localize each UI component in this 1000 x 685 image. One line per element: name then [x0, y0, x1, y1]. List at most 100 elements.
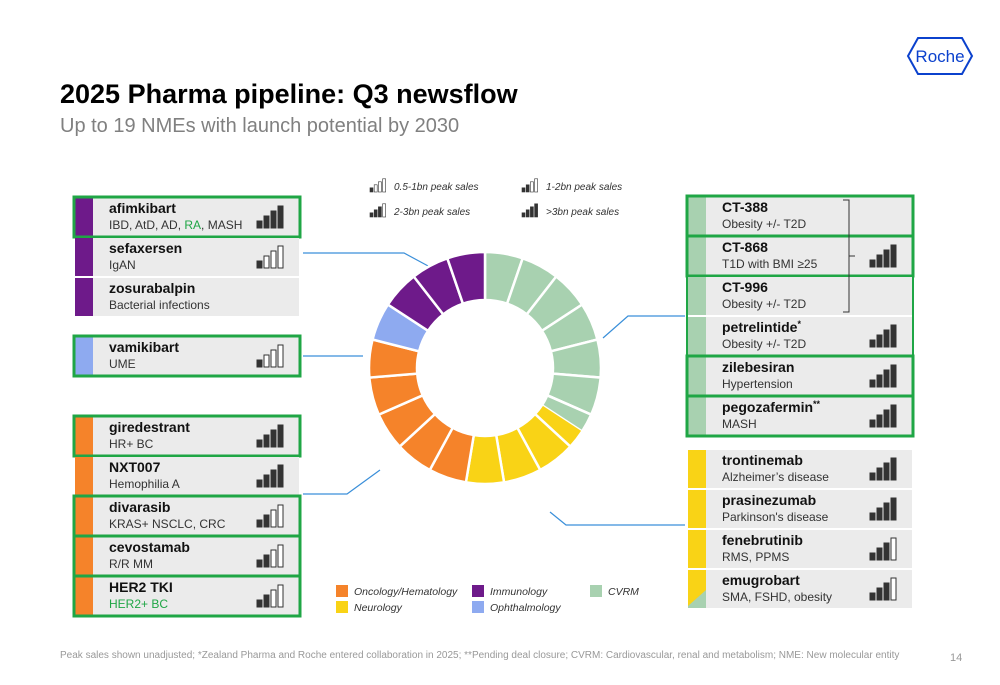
sales-icon	[869, 457, 897, 481]
sales-icon	[256, 504, 284, 528]
legend-icon	[369, 178, 386, 193]
row-bg	[688, 197, 912, 235]
sales-legend-label: 2-3bn peak sales	[393, 207, 470, 218]
item-name: NXT007	[109, 459, 161, 475]
row-bg	[688, 530, 912, 568]
item-indication: MASH	[722, 417, 757, 431]
sales-bar	[869, 512, 876, 521]
area-strip	[688, 197, 706, 235]
row-bg	[75, 577, 299, 615]
sales-bar	[525, 209, 530, 218]
sales-bar	[277, 584, 284, 608]
item-name: petrelintide*	[722, 319, 801, 335]
sales-icon	[256, 424, 284, 448]
item-indication: UME	[109, 357, 136, 371]
area-strip	[75, 337, 93, 375]
sales-bar	[869, 592, 876, 601]
area-strip	[688, 277, 706, 315]
item-name: fenebrutinib	[722, 532, 803, 548]
sales-icon	[256, 344, 284, 368]
item-indication: R/R MM	[109, 557, 153, 571]
sales-icon	[869, 364, 897, 388]
area-strip	[75, 537, 93, 575]
item-name-text: HER2 TKI	[109, 579, 173, 595]
connector	[602, 315, 685, 339]
sales-bar	[263, 434, 270, 448]
item-name-text: CT-868	[722, 239, 768, 255]
sales-bar	[373, 184, 378, 193]
row-bg	[75, 198, 299, 236]
item-name: zilebesiran	[722, 359, 794, 375]
sales-bar	[525, 184, 530, 193]
sales-icon	[256, 544, 284, 568]
sales-bar	[530, 206, 534, 218]
item-name: HER2 TKI	[109, 579, 173, 595]
item-name: zosurabalpin	[109, 280, 195, 296]
sales-bar	[521, 212, 526, 218]
sales-icon	[869, 404, 897, 428]
indication-part: SMA, FSHD, obesity	[722, 590, 832, 604]
item-name-text: cevostamab	[109, 539, 190, 555]
item-name-text: CT-388	[722, 199, 768, 215]
sales-bar	[382, 178, 386, 193]
item-indication: Hemophilia A	[109, 477, 180, 491]
row-bg	[688, 237, 912, 275]
indication-part: Hypertension	[722, 377, 793, 391]
area-strip	[75, 497, 93, 535]
sales-bar	[876, 374, 883, 388]
area-strip	[75, 577, 93, 615]
sales-bar	[869, 339, 876, 348]
sales-bar	[883, 369, 890, 388]
legend-swatch	[472, 601, 484, 613]
item-footnote-mark: **	[813, 399, 821, 409]
indication-part: HER2+ BC	[109, 597, 168, 611]
area-strip	[75, 278, 93, 316]
highlight-frame	[72, 334, 302, 378]
area-strip-split	[688, 590, 706, 608]
highlight-frame	[72, 195, 302, 239]
sales-bar	[378, 181, 382, 193]
row-bg	[75, 337, 299, 375]
legend-swatch	[336, 585, 348, 597]
item-name: CT-388	[722, 199, 768, 215]
sales-bar	[270, 429, 277, 448]
sales-bar	[373, 209, 378, 218]
indication-part: RA	[184, 218, 201, 232]
row-bg	[75, 278, 299, 316]
row-bg	[688, 317, 912, 355]
item-name: cevostamab	[109, 539, 190, 555]
sales-bar	[270, 250, 277, 269]
sales-bar	[277, 245, 284, 269]
item-name: prasinezumab	[722, 492, 816, 508]
indication-part: Obesity +/- T2D	[722, 217, 806, 231]
sales-bar	[256, 359, 263, 368]
item-indication: IgAN	[109, 258, 136, 272]
item-name: CT-996	[722, 279, 768, 295]
area-strip	[75, 457, 93, 495]
item-name-text: petrelintide	[722, 319, 798, 335]
item-name-text: trontinemab	[722, 452, 803, 468]
sales-bar	[876, 334, 883, 348]
group-frame	[686, 195, 914, 437]
sales-bar	[890, 324, 897, 348]
page-number: 14	[950, 652, 962, 664]
item-indication: Hypertension	[722, 377, 793, 391]
sales-bar	[277, 504, 284, 528]
item-indication: HER2+ BC	[109, 597, 168, 611]
item-name-text: afimkibart	[109, 200, 176, 216]
item-indication: Parkinson's disease	[722, 510, 829, 524]
item-name-text: vamikibart	[109, 339, 179, 355]
indication-part: Alzheimer’s disease	[722, 470, 829, 484]
sales-icon	[869, 324, 897, 348]
sales-bar	[890, 404, 897, 428]
sales-bar	[530, 181, 534, 193]
sales-icon	[256, 245, 284, 269]
sales-bar	[382, 203, 386, 218]
area-strip	[75, 198, 93, 236]
sales-bar	[369, 212, 374, 218]
sales-bar	[534, 203, 538, 218]
sales-bar	[256, 519, 263, 528]
item-name-text: NXT007	[109, 459, 161, 475]
subtitle: Up to 19 NMEs with launch potential by 2…	[60, 115, 459, 137]
item-name-text: CT-996	[722, 279, 768, 295]
